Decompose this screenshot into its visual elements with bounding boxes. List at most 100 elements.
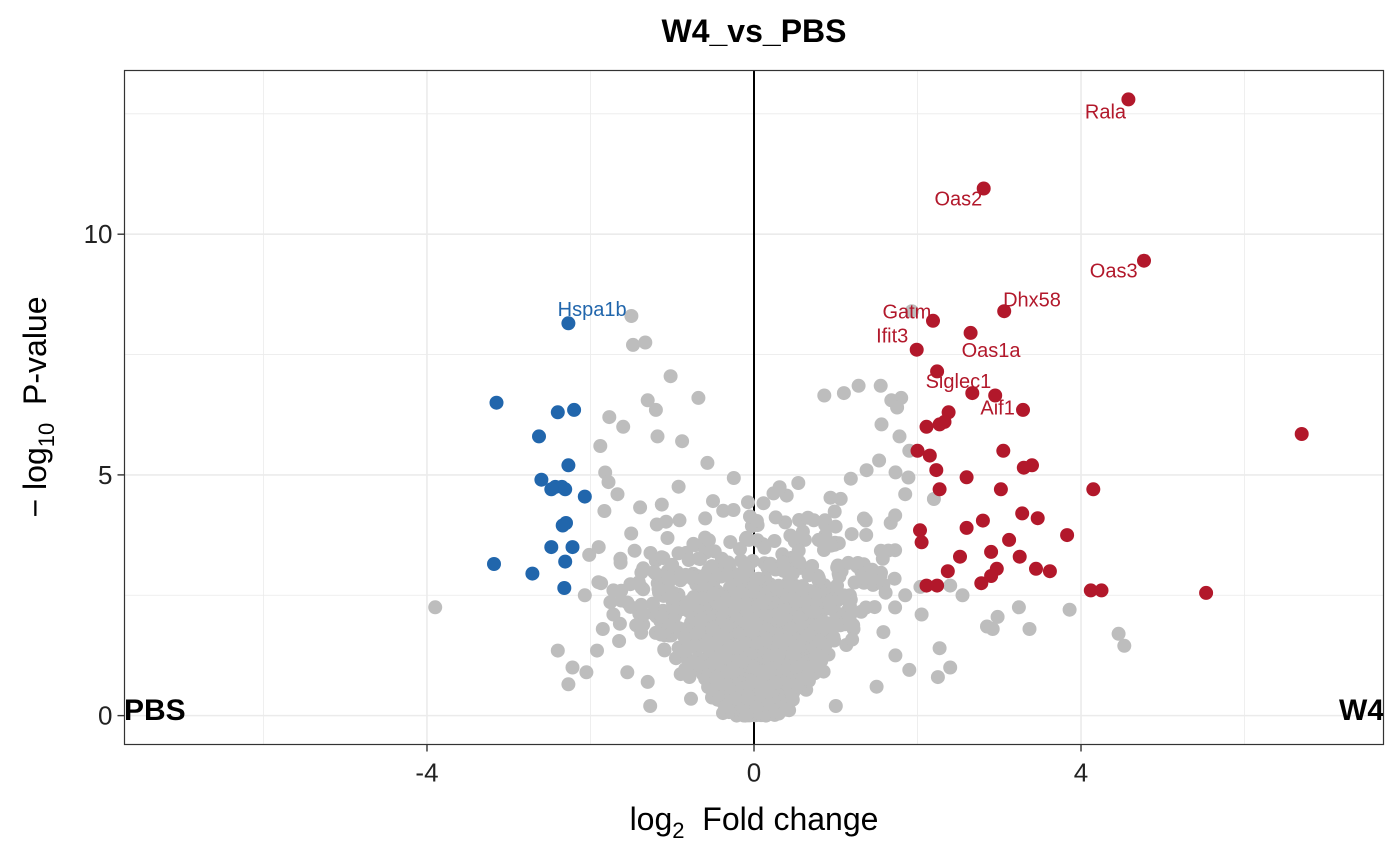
point-ns: [606, 607, 621, 622]
point-ns: [755, 595, 770, 610]
point-ns: [795, 524, 810, 539]
point-ns: [817, 388, 832, 403]
point-down: [487, 557, 501, 571]
point-down: [489, 395, 504, 410]
point-ns: [620, 665, 635, 680]
point-ns: [990, 609, 1005, 624]
point-ns: [651, 581, 666, 596]
point-up: [959, 520, 974, 535]
point-ns: [1011, 600, 1026, 615]
y-axis-title-prefix: − log: [17, 447, 53, 517]
point-ns: [634, 597, 649, 612]
gene-label-ifit3: Ifit3: [876, 326, 908, 348]
point-ns: [613, 555, 628, 570]
point-ns: [638, 335, 653, 350]
point-ns: [859, 463, 874, 478]
point-ns: [791, 543, 806, 558]
point-ns: [561, 677, 576, 692]
point-ns: [859, 528, 874, 542]
point-ns: [691, 390, 706, 405]
point-ns: [743, 509, 757, 524]
point-ns: [789, 660, 804, 674]
point-up: [997, 304, 1012, 319]
point-ns: [691, 656, 706, 671]
point-ns: [823, 601, 838, 616]
point-ns: [824, 617, 839, 632]
point-ns: [771, 607, 786, 622]
point-ns: [768, 510, 783, 525]
point-up: [1030, 511, 1045, 526]
point-ns: [720, 618, 735, 633]
point-ns: [902, 662, 917, 677]
point-up: [1121, 92, 1136, 107]
x-tick-label: -4: [415, 758, 438, 788]
plot-panel: Rala Oas2 Oas3 Dhx58 Gatm Ifit3 Oas1a Siglec1 Ai…: [123, 69, 1384, 746]
point-ns: [801, 627, 816, 642]
point-ns: [843, 615, 858, 629]
point-ns: [656, 551, 671, 565]
point-ns: [745, 659, 760, 674]
point-ns: [707, 544, 722, 559]
point-ns: [890, 400, 905, 415]
point-ns: [726, 471, 741, 485]
point-down: [557, 581, 572, 595]
point-ns: [704, 559, 719, 574]
point-ns: [785, 566, 799, 581]
point-ns: [602, 410, 617, 425]
point-up: [932, 482, 947, 497]
point-ns: [827, 504, 842, 519]
point-ns: [757, 540, 772, 555]
point-ns: [872, 453, 887, 468]
point-up: [976, 181, 991, 196]
point-down: [558, 554, 573, 569]
point-ns: [878, 585, 893, 600]
point-ns: [888, 648, 903, 663]
point-ns: [808, 657, 823, 672]
point-ns: [633, 500, 648, 515]
point-ns: [837, 588, 851, 603]
point-ns: [874, 417, 889, 432]
point-ns: [695, 591, 710, 606]
point-ns: [845, 632, 860, 647]
point-ns: [876, 625, 891, 640]
point-down: [544, 540, 559, 555]
point-ns: [914, 607, 929, 622]
point-ns: [631, 575, 646, 590]
point-ns: [640, 393, 655, 408]
point-ns: [797, 672, 812, 686]
point-up: [1294, 427, 1309, 441]
point-up: [988, 388, 1003, 403]
x-axis-title: log2 Fold change: [630, 801, 879, 843]
point-ns: [869, 679, 884, 694]
y-tick-label: 0: [98, 701, 112, 731]
point-down: [544, 482, 559, 497]
point-ns: [741, 495, 755, 510]
point-ns: [898, 588, 913, 603]
point-ns: [718, 645, 733, 659]
point-up: [959, 470, 974, 485]
gene-label-oas1a: Oas1a: [962, 340, 1022, 362]
point-ns: [767, 534, 782, 548]
point-ns: [740, 617, 755, 632]
point-ns: [836, 386, 851, 401]
point-ns: [888, 465, 903, 480]
gene-label-gatm: Gatm: [882, 301, 931, 323]
point-ns: [597, 504, 612, 518]
point-down: [561, 316, 576, 331]
point-up: [984, 544, 999, 559]
point-up: [965, 386, 980, 401]
point-up: [974, 576, 989, 591]
x-axis-title-main: log: [630, 801, 673, 837]
point-ns: [694, 612, 709, 627]
point-up: [1016, 402, 1030, 417]
point-ns: [888, 508, 903, 523]
point-ns: [594, 576, 609, 591]
point-ns: [653, 627, 668, 642]
point-ns: [771, 649, 786, 664]
point-ns: [770, 581, 785, 596]
point-ns: [779, 676, 794, 691]
point-up: [1094, 583, 1109, 598]
point-ns: [787, 642, 802, 657]
point-ns: [595, 622, 610, 636]
point-ns: [768, 675, 783, 690]
